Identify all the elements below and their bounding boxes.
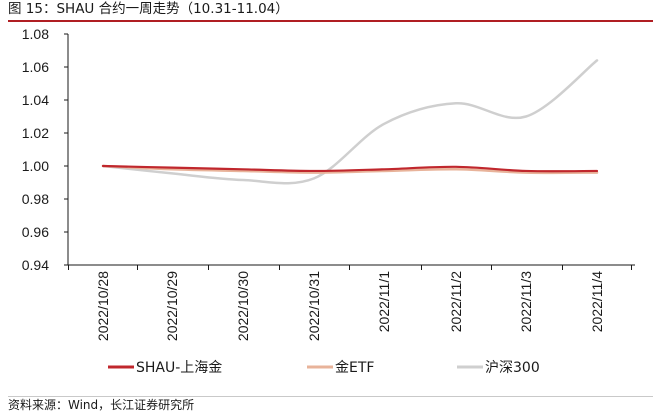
legend-label: SHAU-上海金 xyxy=(136,360,222,376)
x-tick-label: 2022/11/3 xyxy=(518,271,534,332)
plot-area xyxy=(101,59,599,185)
y-tick-label: 1.08 xyxy=(22,26,49,42)
legend-label: 沪深300 xyxy=(485,360,540,376)
series-line-3 xyxy=(101,59,599,185)
legend-label: 金ETF xyxy=(335,360,374,376)
legend: SHAU-上海金 金ETF 沪深300 xyxy=(108,360,540,376)
series-line-1 xyxy=(101,164,599,173)
y-tick-label: 0.98 xyxy=(22,191,49,207)
y-axis: 1.08 1.06 1.04 1.02 1.00 0.98 0.96 0.94 xyxy=(22,26,69,273)
y-tick-label: 1.06 xyxy=(22,59,49,75)
x-tick-label: 2022/10/30 xyxy=(235,271,251,341)
x-tick-label: 2022/11/2 xyxy=(448,271,464,332)
figure-title: 图 15：SHAU 合约一周走势（10.31-11.04） xyxy=(8,0,653,22)
series-line-2 xyxy=(101,164,599,175)
x-axis: 2022/10/28 2022/10/29 2022/10/30 2022/10/31… xyxy=(68,264,635,341)
y-tick-label: 0.94 xyxy=(22,257,49,273)
x-tick-label: 2022/11/4 xyxy=(589,271,605,332)
y-tick-label: 0.96 xyxy=(22,224,49,240)
y-tick-label: 1.02 xyxy=(22,125,49,141)
y-tick-label: 1.00 xyxy=(22,158,49,174)
x-tick-label: 2022/11/1 xyxy=(376,271,392,332)
x-tick-label: 2022/10/31 xyxy=(306,271,322,341)
source-note: 资料来源：Wind，长江证券研究所 xyxy=(8,396,653,415)
y-tick-label: 1.04 xyxy=(22,92,49,108)
x-tick-label: 2022/10/28 xyxy=(95,271,111,341)
x-tick-label: 2022/10/29 xyxy=(164,271,180,341)
